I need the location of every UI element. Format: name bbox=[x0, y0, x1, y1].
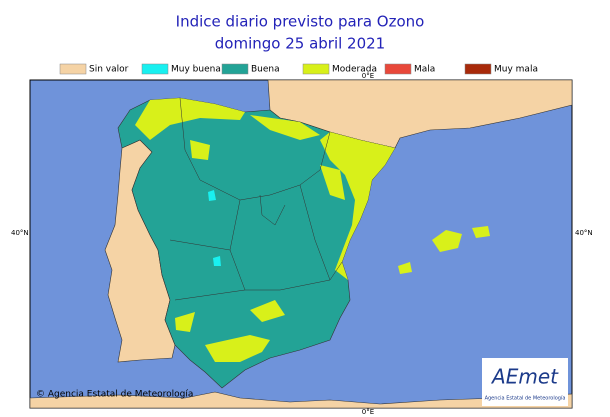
lon-label-top: 0°E bbox=[362, 72, 374, 80]
map bbox=[29, 79, 573, 409]
logo-text: AEmet bbox=[490, 365, 559, 389]
legend-label: Buena bbox=[251, 65, 280, 75]
logo: AEmet Agencia Estatal de Meteorología bbox=[482, 358, 568, 406]
legend-swatch bbox=[384, 63, 412, 75]
moderate-zones bbox=[135, 98, 490, 362]
copyright: © Agencia Estatal de Meteorología bbox=[36, 390, 193, 400]
lon-label-bottom: 0°E bbox=[362, 408, 374, 416]
legend: Sin valor Muy buena Buena Moderada Mala Muy m… bbox=[59, 63, 538, 75]
legend-swatch bbox=[221, 63, 249, 75]
legend-label: Moderada bbox=[332, 65, 377, 75]
very-good-zones bbox=[208, 190, 221, 266]
legend-label: Muy mala bbox=[494, 65, 538, 75]
lat-label-right: 40°N bbox=[575, 229, 593, 237]
legend-swatch bbox=[302, 63, 330, 75]
legend-swatch bbox=[59, 63, 87, 75]
lat-label-left: 40°N bbox=[11, 229, 29, 237]
legend-label: Mala bbox=[414, 65, 435, 75]
logo-caption: Agencia Estatal de Meteorología bbox=[485, 395, 566, 402]
regional-borders bbox=[169, 97, 343, 301]
logo-box bbox=[482, 358, 568, 406]
subtitle: domingo 25 abril 2021 bbox=[215, 35, 385, 53]
legend-label: Sin valor bbox=[89, 65, 129, 75]
legend-swatch bbox=[464, 63, 492, 75]
legend-swatch bbox=[141, 63, 169, 75]
legend-label: Muy buena bbox=[171, 65, 221, 75]
title: Indice diario previsto para Ozono bbox=[176, 13, 425, 31]
